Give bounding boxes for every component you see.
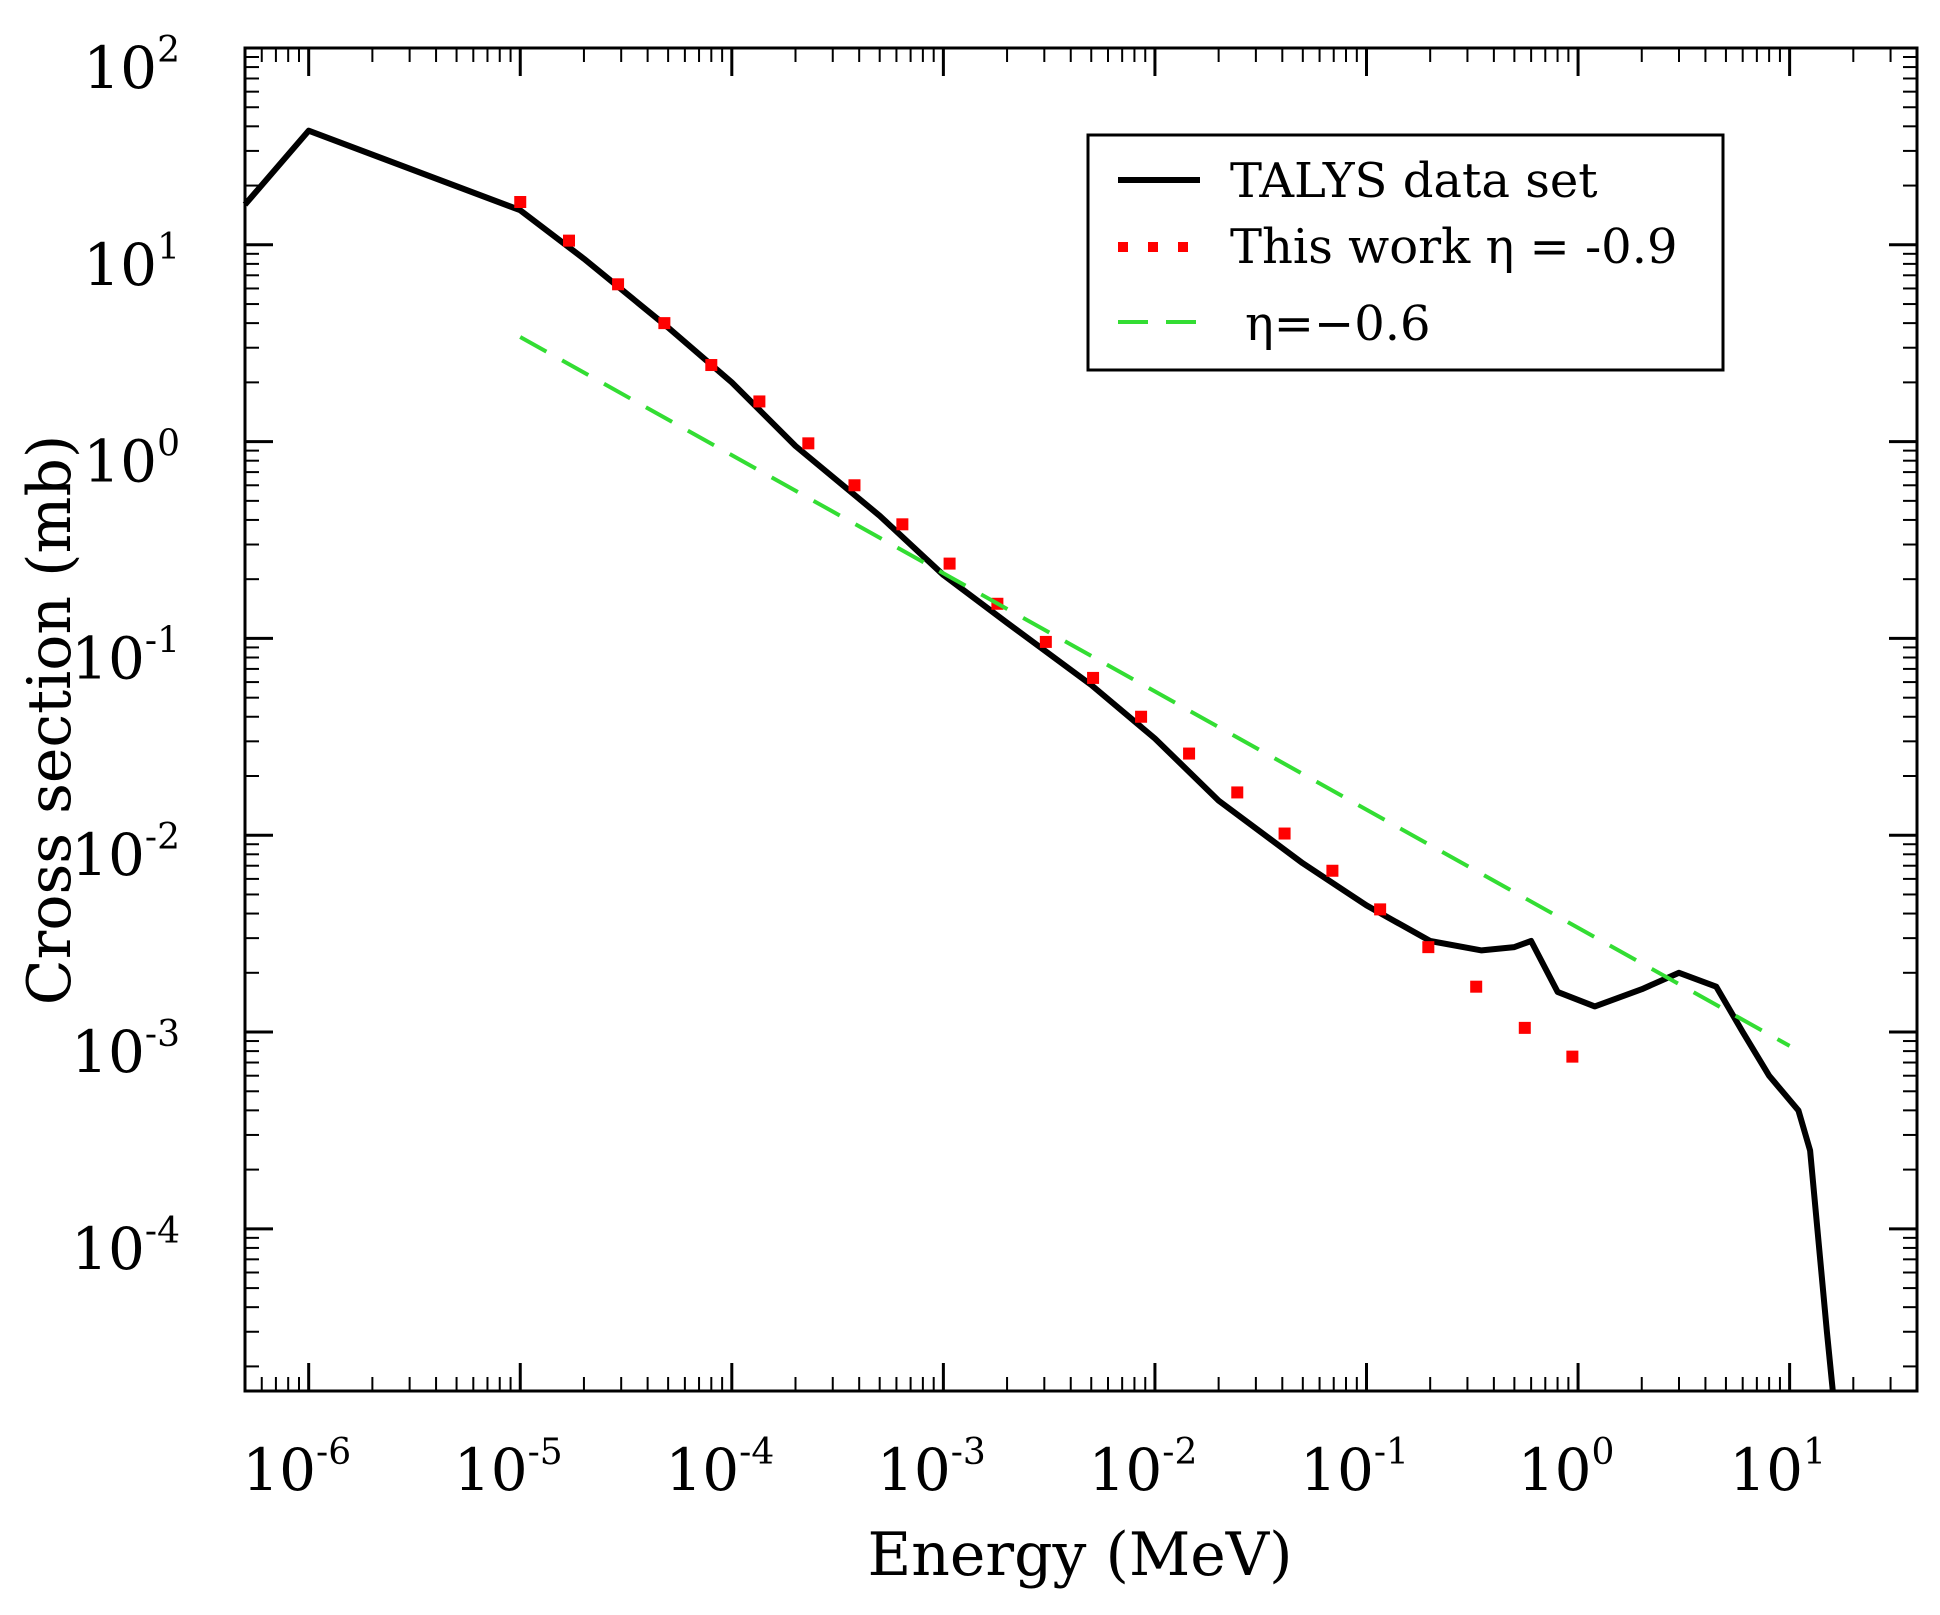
this-work-point [1374,903,1387,916]
this-work-point [1135,710,1148,723]
x-axis-title: Energy (MeV) [867,1520,1292,1590]
y-axis-title: Cross section (mb) [15,435,85,1006]
x-tick-label: 10-5 [454,1432,563,1504]
legend-label-eta-06: η=−0.6 [1245,296,1431,352]
this-work-point [514,196,527,209]
y-tick-label: 10-2 [71,817,180,889]
this-work-point [1278,827,1291,840]
this-work-point [1087,671,1100,684]
x-tick-label: 10-2 [1088,1432,1197,1504]
x-tick-label: 10-6 [242,1432,351,1504]
y-tick-label: 10-1 [71,620,180,692]
y-tick-label: 10-3 [71,1014,180,1086]
axis-ticks [244,46,1918,1391]
x-tick-label: 101 [1729,1432,1826,1504]
this-work-point [1422,941,1435,954]
x-tick-label: 10-1 [1300,1432,1409,1504]
this-work-point [1566,1050,1579,1063]
this-work-point [658,317,671,330]
this-work-point [848,479,861,492]
y-tick-labels: 102 101 100 10-1 10-2 10-3 10-4 [71,30,180,1283]
this-work-point [1231,786,1244,799]
x-tick-label: 100 [1518,1432,1615,1504]
x-tick-label: 10-4 [665,1432,774,1504]
y-tick-label: 101 [83,227,180,299]
y-tick-label: 100 [83,424,180,496]
this-work-point [1039,635,1052,648]
eta-06-line [519,335,1791,1048]
legend-swatch-this-work [1118,242,1188,252]
this-work-point [1183,747,1196,760]
this-work-point [1326,864,1339,877]
y-tick-label: 102 [83,30,180,102]
this-work-point [612,278,625,291]
talys-line [242,127,1836,1392]
legend: TALYS data set This work η = -0.9 η=−0.6 [1086,133,1725,372]
x-tick-label: 10-3 [877,1432,986,1504]
this-work-point [896,518,909,531]
legend-label-talys: TALYS data set [1230,153,1598,209]
this-work-point [705,359,718,372]
this-work-point [563,234,576,247]
this-work-point [1518,1021,1531,1034]
this-work-point [802,437,815,450]
legend-box [1086,133,1725,372]
this-work-point [1470,980,1483,993]
legend-label-this-work: This work η = -0.9 [1230,219,1678,275]
series-layer [242,127,1836,1392]
plot-frame [243,46,1919,1393]
this-work-point [753,395,766,408]
y-tick-label: 10-4 [71,1211,180,1283]
x-tick-labels: 10-6 10-5 10-4 10-3 10-2 10-1 100 101 [242,1432,1826,1504]
this-work-point [943,557,956,570]
